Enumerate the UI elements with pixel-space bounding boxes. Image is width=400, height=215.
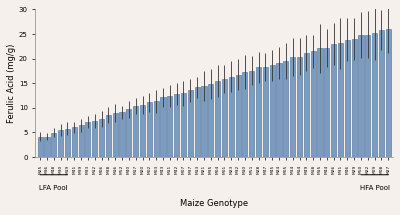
Bar (372, 33, 377, 157)
Bar (358, 35, 364, 157)
Bar (324, 48, 330, 157)
Bar (99, 119, 104, 157)
Text: HFA Pool: HFA Pool (360, 185, 390, 191)
Bar (352, 39, 357, 157)
Bar (58, 130, 63, 157)
Bar (147, 102, 152, 157)
Bar (194, 87, 200, 157)
Text: LFA Pool: LFA Pool (40, 185, 68, 191)
Bar (85, 121, 90, 157)
Bar (270, 65, 275, 157)
Bar (65, 129, 70, 157)
Bar (311, 51, 316, 157)
Y-axis label: Ferulic Acid (mg/g): Ferulic Acid (mg/g) (7, 44, 16, 123)
Bar (133, 106, 138, 157)
Bar (290, 57, 295, 157)
Bar (222, 79, 227, 157)
Bar (249, 71, 254, 157)
Bar (208, 84, 213, 157)
Bar (167, 96, 172, 157)
Bar (44, 137, 50, 157)
Bar (338, 43, 343, 157)
Bar (120, 112, 125, 157)
Bar (106, 115, 111, 157)
Bar (229, 77, 234, 157)
Bar (202, 86, 206, 157)
Bar (242, 72, 248, 157)
Bar (154, 101, 159, 157)
Bar (38, 137, 43, 157)
X-axis label: Maize Genotype: Maize Genotype (180, 199, 248, 208)
Bar (78, 125, 84, 157)
Bar (51, 133, 56, 157)
Bar (174, 94, 179, 157)
Bar (181, 93, 186, 157)
Bar (215, 81, 220, 157)
Bar (365, 35, 370, 157)
Bar (318, 48, 322, 157)
Bar (256, 67, 261, 157)
Bar (276, 63, 282, 157)
Bar (126, 109, 132, 157)
Bar (236, 75, 241, 157)
Bar (188, 91, 193, 157)
Bar (72, 127, 77, 157)
Bar (113, 113, 118, 157)
Bar (345, 40, 350, 157)
Bar (386, 29, 391, 157)
Bar (92, 121, 97, 157)
Bar (263, 67, 268, 157)
Bar (297, 57, 302, 157)
Bar (140, 105, 145, 157)
Bar (304, 53, 309, 157)
Bar (331, 44, 336, 157)
Bar (283, 61, 288, 157)
Bar (379, 30, 384, 157)
Bar (160, 97, 166, 157)
